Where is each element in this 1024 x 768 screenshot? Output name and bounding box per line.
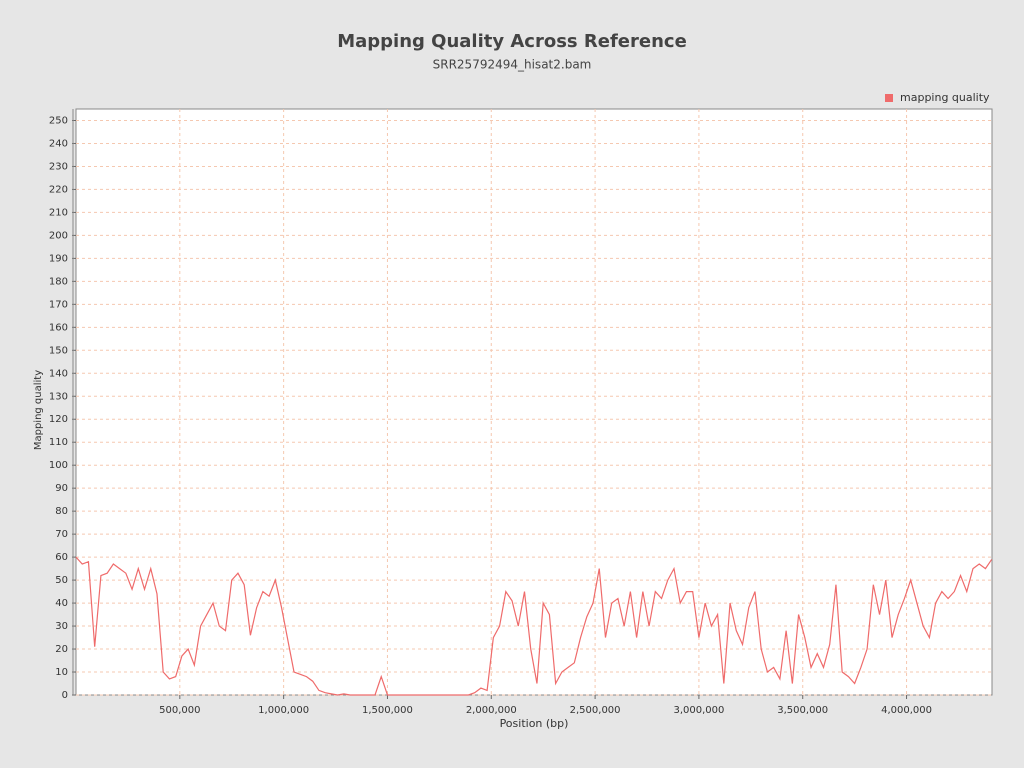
x-tick-label: 3,500,000 — [777, 705, 828, 716]
y-tick-label: 10 — [55, 667, 68, 678]
y-tick-label: 220 — [49, 184, 68, 195]
legend-swatch — [885, 94, 893, 102]
y-tick-label: 140 — [49, 368, 68, 379]
x-tick-label: 2,000,000 — [466, 705, 517, 716]
y-tick-label: 100 — [49, 460, 68, 471]
y-tick-label: 240 — [49, 138, 68, 149]
y-tick-label: 80 — [55, 506, 68, 517]
y-tick-label: 50 — [55, 575, 68, 586]
y-tick-label: 170 — [49, 299, 68, 310]
y-tick-label: 160 — [49, 322, 68, 333]
y-tick-label: 230 — [49, 161, 68, 172]
chart-title: Mapping Quality Across Reference — [337, 31, 687, 52]
chart-subtitle: SRR25792494_hisat2.bam — [433, 58, 592, 72]
legend-label: mapping quality — [900, 91, 990, 104]
x-axis-label: Position (bp) — [500, 717, 569, 730]
y-axis-label: Mapping quality — [33, 370, 44, 450]
y-tick-label: 40 — [55, 598, 68, 609]
y-tick-label: 30 — [55, 621, 68, 632]
x-tick-label: 1,500,000 — [362, 705, 413, 716]
y-tick-label: 210 — [49, 207, 68, 218]
y-tick-label: 20 — [55, 644, 68, 655]
data-line — [75, 556, 993, 696]
y-tick-label: 130 — [49, 391, 68, 402]
y-tick-label: 150 — [49, 345, 68, 356]
y-tick-label: 0 — [62, 690, 68, 701]
y-tick-label: 180 — [49, 276, 68, 287]
x-tick-label: 4,000,000 — [881, 705, 932, 716]
x-tick-label: 3,000,000 — [673, 705, 724, 716]
y-tick-label: 200 — [49, 230, 68, 241]
y-tick-label: 120 — [49, 414, 68, 425]
x-tick-label: 1,000,000 — [258, 705, 309, 716]
plot-area — [75, 108, 993, 696]
y-tick-label: 90 — [55, 483, 68, 494]
y-tick-label: 70 — [55, 529, 68, 540]
y-tick-label: 250 — [49, 115, 68, 126]
x-tick-label: 2,500,000 — [570, 705, 621, 716]
y-tick-label: 190 — [49, 253, 68, 264]
y-tick-label: 110 — [49, 437, 68, 448]
y-tick-label: 60 — [55, 552, 68, 563]
x-tick-label: 500,000 — [159, 705, 200, 716]
